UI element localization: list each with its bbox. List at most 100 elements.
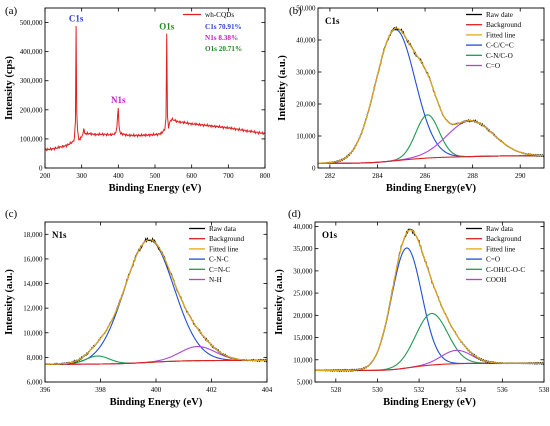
y-tick-label: 35,000: [293, 245, 313, 253]
legend-label: Raw data: [209, 225, 237, 233]
y-axis-label: Intensity (a.u.): [4, 269, 15, 335]
peak-label: N1s: [111, 95, 126, 105]
panel-label: (d): [288, 208, 301, 220]
legend-label: Raw date: [486, 11, 513, 19]
legend-label: Background: [486, 235, 522, 243]
chart-panel-2: N1s Raw data Background Fitted line C-N-C C=N…: [4, 208, 273, 408]
x-axis-label: Binding Energy (eV): [109, 183, 202, 194]
x-tick-label: 284: [372, 172, 383, 180]
x-tick-label: 534: [455, 386, 466, 394]
panel-label: (b): [289, 5, 302, 17]
y-tick-label: 100,000: [20, 135, 43, 143]
y-tick-label: 0: [312, 165, 316, 173]
legend-label: C=O: [486, 62, 500, 70]
element-label: C1s: [325, 16, 340, 26]
chart-panel-3: O1s Raw data Background Fitted line C=O C-OH/…: [274, 208, 550, 408]
x-tick-label: 532: [414, 386, 425, 394]
y-tick-label: 300,000: [20, 77, 43, 85]
composition-label: C1s 70.91%: [205, 23, 242, 31]
legend-label: Fitted line: [486, 245, 515, 253]
y-tick-label: 500,000: [20, 19, 43, 27]
legend-label: Fitted line: [486, 31, 515, 39]
y-tick-label: 6,000: [27, 379, 43, 387]
x-tick-label: 700: [223, 172, 234, 180]
x-tick-label: 398: [95, 386, 106, 394]
legend-label: Background: [209, 235, 245, 243]
x-tick-label: 528: [331, 386, 342, 394]
plot-frame: [314, 221, 545, 383]
y-tick-label: 400,000: [20, 48, 43, 56]
component-peak-line: [315, 349, 544, 371]
y-tick-label: 20,000: [296, 101, 316, 109]
y-tick-label: 14,000: [23, 280, 43, 288]
y-tick-label: 40,000: [293, 223, 313, 231]
legend-label: C-OH/C-O-C: [486, 266, 525, 274]
component-peak-line: [45, 239, 267, 365]
x-axis-label: Binding Energy(eV): [386, 183, 477, 194]
y-axis-label: Intensity (a.u.): [277, 55, 288, 121]
y-tick-label: 50,000: [296, 5, 316, 13]
y-tick-label: 200,000: [20, 106, 43, 114]
y-tick-label: 10,000: [296, 133, 316, 141]
component-peak-line: [318, 120, 544, 164]
y-tick-label: 10,000: [293, 356, 313, 364]
x-tick-label: 500: [150, 172, 161, 180]
composition-label: O1s 20.71%: [205, 45, 242, 53]
plot-area: [45, 26, 265, 152]
legend-label: Fitted line: [209, 245, 238, 253]
x-tick-label: 300: [76, 172, 87, 180]
legend-label: Background: [486, 21, 522, 29]
y-tick-label: 40,000: [296, 37, 316, 45]
y-tick-label: 30,000: [296, 69, 316, 77]
panel-label: (c): [5, 208, 18, 220]
legend-label: C=N-C: [209, 266, 230, 274]
x-tick-label: 538: [539, 386, 550, 394]
survey-series-line: [45, 26, 265, 152]
x-tick-label: 396: [40, 386, 51, 394]
x-tick-label: 600: [186, 172, 197, 180]
y-tick-label: 0: [39, 165, 43, 173]
x-tick-label: 400: [151, 386, 162, 394]
y-tick-label: 25,000: [293, 290, 313, 298]
composition-label: N1s 8.38%: [205, 34, 238, 42]
y-tick-label: 12,000: [23, 305, 43, 313]
legend-label: N-H: [209, 276, 222, 284]
legend-label: C-N/C-O: [486, 52, 513, 60]
x-axis-label: Binding Energy (eV): [110, 397, 203, 408]
legend-label: wh-CQDs: [205, 11, 234, 19]
element-label: N1s: [52, 230, 67, 240]
raw-data-line: [45, 236, 267, 366]
y-axis-label: Intensity (a.u.): [274, 269, 285, 335]
x-tick-label: 200: [40, 172, 51, 180]
legend-label: C-N-C: [209, 256, 229, 264]
x-tick-label: 288: [467, 172, 478, 180]
fitted-line: [315, 229, 544, 372]
x-axis-label: Binding Energy (eV): [383, 397, 476, 408]
legend-label: C=O: [486, 256, 500, 264]
x-tick-label: 530: [372, 386, 383, 394]
background-line: [318, 155, 544, 164]
peak-label: O1s: [159, 22, 175, 32]
legend-label: COOH: [486, 276, 506, 284]
x-tick-label: 800: [260, 172, 271, 180]
y-tick-label: 5,000: [297, 379, 313, 387]
x-tick-label: 290: [515, 172, 526, 180]
fitted-line: [45, 238, 267, 365]
plot-frame: [317, 7, 545, 169]
legend-label: Raw data: [486, 225, 514, 233]
x-tick-label: 536: [497, 386, 508, 394]
y-tick-label: 8,000: [27, 354, 43, 362]
x-tick-label: 400: [113, 172, 124, 180]
legend-label: C-C/C=C: [486, 42, 514, 50]
y-tick-label: 18,000: [23, 231, 43, 239]
y-tick-label: 30,000: [293, 267, 313, 275]
x-tick-label: 402: [206, 386, 217, 394]
plot-area: [318, 26, 544, 164]
y-tick-label: 15,000: [293, 334, 313, 342]
x-tick-label: 404: [262, 386, 273, 394]
peak-label: C1s: [69, 13, 84, 23]
panel-label: (a): [5, 5, 18, 17]
plot-frame: [44, 7, 266, 169]
x-tick-label: 282: [325, 172, 336, 180]
